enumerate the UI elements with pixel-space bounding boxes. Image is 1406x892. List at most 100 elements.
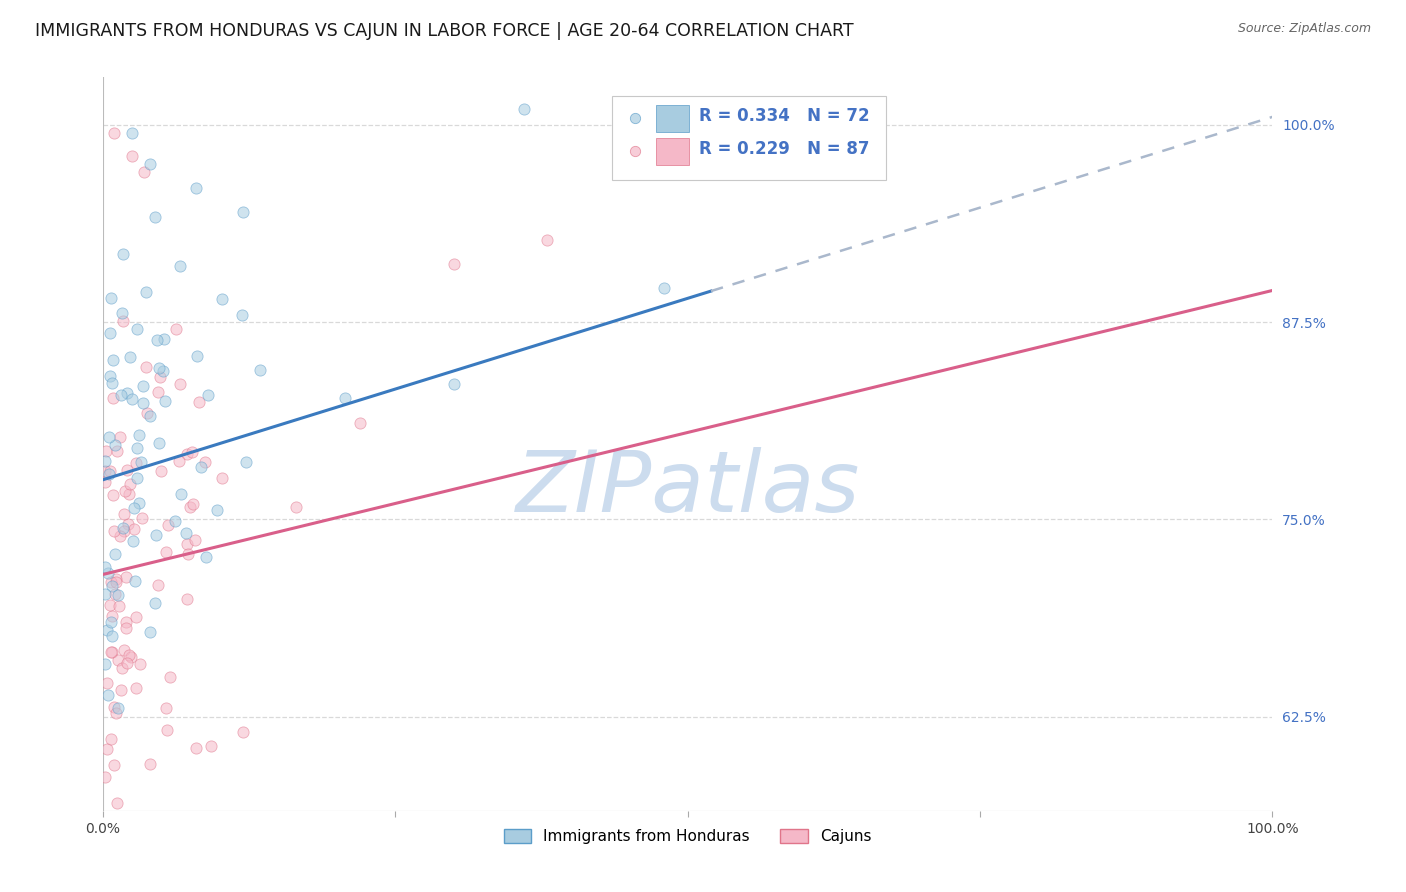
Point [139, 409, 162, 424]
Point [176, 537, 198, 551]
Point [97, 467, 120, 481]
Point [513, 102, 536, 116]
Point [195, 549, 218, 564]
Point [333, 391, 356, 405]
Point [103, 126, 125, 140]
Point [107, 588, 129, 602]
Point [205, 503, 228, 517]
Point [120, 477, 142, 491]
Point [131, 511, 153, 525]
Point [122, 533, 145, 548]
Point [163, 514, 186, 528]
Point [183, 497, 205, 511]
Point [105, 444, 128, 458]
Point [98, 464, 121, 478]
Point [94, 475, 117, 489]
Point [124, 610, 146, 624]
Point [110, 387, 132, 401]
Point [138, 157, 160, 171]
Point [200, 739, 222, 753]
Point [94, 587, 117, 601]
Point [121, 149, 143, 163]
Point [115, 621, 138, 635]
Point [232, 725, 254, 739]
Text: R = 0.229   N = 87: R = 0.229 N = 87 [699, 140, 870, 159]
Point [115, 385, 138, 400]
Point [96, 624, 118, 638]
Point [125, 681, 148, 695]
Point [135, 285, 157, 299]
Point [100, 608, 122, 623]
Point [284, 500, 307, 515]
Point [103, 524, 125, 538]
FancyBboxPatch shape [612, 95, 886, 180]
Point [112, 520, 135, 534]
Point [443, 256, 465, 270]
Point [115, 657, 138, 671]
Point [127, 441, 149, 455]
Point [98, 326, 121, 340]
Point [174, 526, 197, 541]
Point [121, 126, 143, 140]
Point [115, 570, 138, 584]
Point [117, 517, 139, 532]
Point [118, 648, 141, 662]
Point [146, 333, 169, 347]
Point [165, 322, 187, 336]
Point [100, 615, 122, 629]
Point [235, 455, 257, 469]
Point [98, 369, 121, 384]
Point [186, 741, 208, 756]
Point [148, 385, 170, 400]
Point [108, 430, 131, 444]
Point [138, 756, 160, 771]
Point [101, 630, 124, 644]
Point [149, 370, 172, 384]
Point [152, 364, 174, 378]
Point [153, 394, 176, 409]
Point [125, 456, 148, 470]
Point [132, 396, 155, 410]
Point [186, 181, 208, 195]
Point [104, 587, 127, 601]
Point [103, 757, 125, 772]
Point [101, 488, 124, 502]
Point [128, 495, 150, 509]
Point [94, 770, 117, 784]
Point [100, 731, 122, 746]
Point [139, 625, 162, 640]
Point [143, 596, 166, 610]
Point [107, 700, 129, 714]
Point [105, 574, 128, 589]
Point [112, 524, 135, 538]
Point [118, 486, 141, 500]
Point [110, 683, 132, 698]
Point [112, 247, 135, 261]
Point [101, 352, 124, 367]
FancyBboxPatch shape [657, 105, 689, 133]
Point [127, 471, 149, 485]
Point [100, 291, 122, 305]
Point [111, 661, 134, 675]
Point [115, 463, 138, 477]
Point [232, 204, 254, 219]
Point [121, 392, 143, 406]
Point [125, 322, 148, 336]
Point [179, 500, 201, 514]
Point [624, 276, 647, 290]
Point [176, 447, 198, 461]
Point [101, 578, 124, 592]
Point [129, 657, 152, 672]
Point [153, 332, 176, 346]
Point [190, 460, 212, 475]
Point [104, 438, 127, 452]
Legend: Immigrants from Honduras, Cajuns: Immigrants from Honduras, Cajuns [503, 829, 872, 844]
Point [155, 701, 177, 715]
Point [107, 599, 129, 613]
Point [111, 314, 134, 328]
FancyBboxPatch shape [657, 138, 689, 166]
Text: R = 0.334   N = 72: R = 0.334 N = 72 [699, 107, 870, 126]
Point [349, 416, 371, 430]
Point [94, 453, 117, 467]
Point [105, 706, 128, 721]
